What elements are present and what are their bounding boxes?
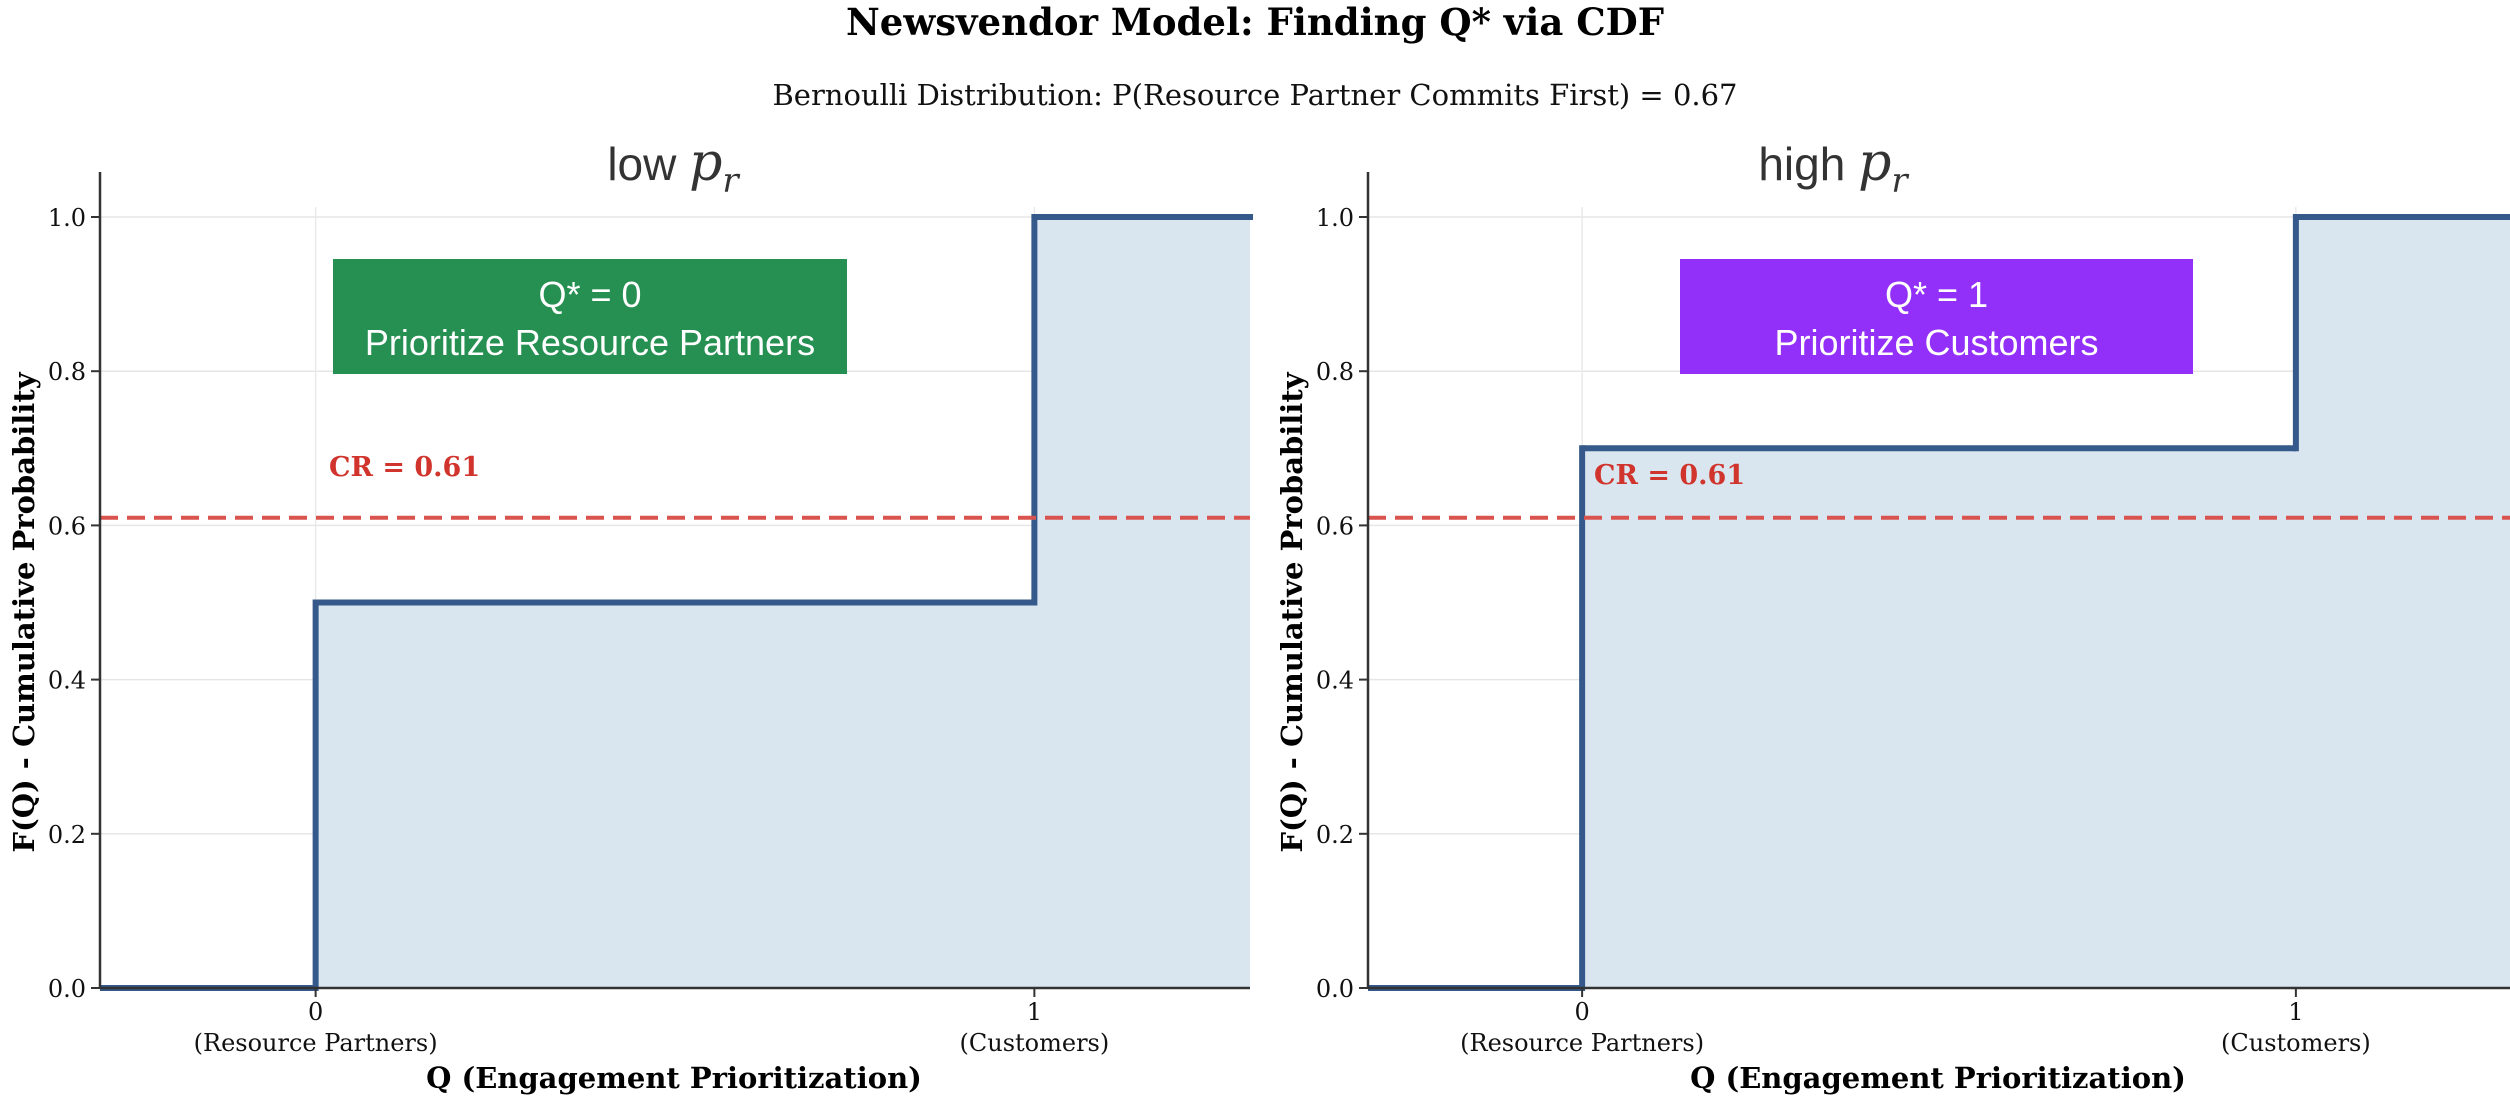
chart-panels: CR = 0.61 0.0 0.2 0.4 0.6 0.8 1.0 0 (Resource Pa… <box>7 133 2510 1095</box>
y-axis-label: F(Q) - Cumulative Probability <box>1275 371 1309 852</box>
x-tick-label: 0 <box>308 998 323 1026</box>
x-axis-label: Q (Engagement Prioritization) <box>426 1061 922 1095</box>
x-tick-sublabel: (Resource Partners) <box>1460 1029 1704 1057</box>
y-tick-label: 0.6 <box>48 512 86 540</box>
y-tick-label: 0.4 <box>1316 667 1354 695</box>
y-tick-label: 0.0 <box>48 975 86 1003</box>
panel-title-subscript: r <box>1891 161 1909 201</box>
annotation-box <box>1680 259 2193 374</box>
chart-subtitle: Bernoulli Distribution: P(Resource Partn… <box>772 78 1737 112</box>
y-tick-label: 1.0 <box>1316 204 1354 232</box>
x-tick-label: 0 <box>1574 998 1589 1026</box>
x-tick-sublabel: (Resource Partners) <box>194 1029 438 1057</box>
annotation-box <box>333 259 847 374</box>
y-axis-label: F(Q) - Cumulative Probability <box>7 371 41 852</box>
y-tick-label: 0.2 <box>48 821 86 849</box>
panel-title: low pr <box>607 133 740 201</box>
y-tick-label: 0.0 <box>1316 975 1354 1003</box>
critical-ratio-label: CR = 0.61 <box>329 452 480 483</box>
y-tick-label: 0.8 <box>48 358 86 386</box>
panel-title-text: low <box>607 138 689 190</box>
x-tick-label: 1 <box>1027 998 1042 1026</box>
annotation-line-2: Prioritize Customers <box>1774 322 2098 363</box>
y-tick-label: 1.0 <box>48 204 86 232</box>
x-tick-sublabel: (Customers) <box>960 1029 1110 1057</box>
annotation-line-2: Prioritize Resource Partners <box>365 322 815 363</box>
y-tick-label: 0.2 <box>1316 821 1354 849</box>
x-tick-label: 1 <box>2288 998 2303 1026</box>
panel-title-symbol: p <box>1858 133 1891 193</box>
critical-ratio-label: CR = 0.61 <box>1594 460 1745 491</box>
x-axis-label: Q (Engagement Prioritization) <box>1690 1061 2186 1095</box>
y-tick-label: 0.8 <box>1316 358 1354 386</box>
annotation-line-1: Q* = 1 <box>1885 274 1988 315</box>
chart-panel: CR = 0.61 0.0 0.2 0.4 0.6 0.8 1.0 0 (Resource Pa… <box>1275 133 2510 1095</box>
y-tick-label: 0.6 <box>1316 512 1354 540</box>
panel-title-symbol: p <box>689 133 722 193</box>
chart-title: Newsvendor Model: Finding Q* via CDF <box>846 0 1664 44</box>
cdf-fill <box>1368 217 2510 988</box>
panel-title-text: high <box>1758 138 1858 190</box>
x-tick-sublabel: (Customers) <box>2221 1029 2371 1057</box>
panel-title: high pr <box>1758 133 1909 201</box>
y-tick-label: 0.4 <box>48 667 86 695</box>
annotation-line-1: Q* = 0 <box>538 274 641 315</box>
panel-title-subscript: r <box>722 161 740 201</box>
chart-panel: CR = 0.61 0.0 0.2 0.4 0.6 0.8 1.0 0 (Resource Pa… <box>7 133 1253 1095</box>
